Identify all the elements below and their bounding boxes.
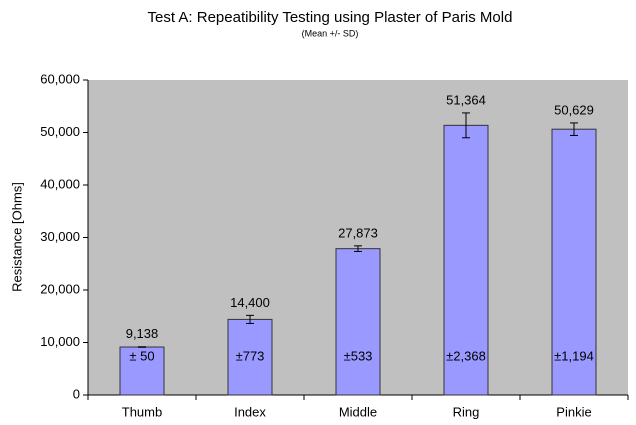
value-label: 14,400 (230, 295, 270, 310)
y-tick-label: 10,000 (40, 334, 80, 349)
error-label: ±2,368 (446, 348, 486, 363)
bar (227, 318, 273, 396)
y-tick-label: 60,000 (40, 71, 80, 86)
bar (335, 248, 381, 396)
value-label: 50,629 (554, 102, 594, 117)
value-label: 51,364 (446, 92, 486, 107)
x-tick-label: Ring (453, 404, 480, 419)
x-tick-label: Pinkie (556, 404, 591, 419)
bar (443, 124, 489, 396)
y-tick-label: 20,000 (40, 281, 80, 296)
y-tick-label: 50,000 (40, 124, 80, 139)
chart-subtitle: (Mean +/- SD) (302, 28, 359, 38)
x-tick-label: Index (234, 404, 266, 419)
value-label: 9,138 (126, 326, 159, 341)
value-label: 27,873 (338, 225, 378, 240)
error-label: ± 50 (129, 348, 154, 363)
y-tick-label: 40,000 (40, 176, 80, 191)
x-tick-label: Thumb (122, 404, 162, 419)
chart-title: Test A: Repeatibility Testing using Plas… (148, 9, 513, 26)
x-tick-label: Middle (339, 404, 377, 419)
y-tick-label: 0 (73, 386, 80, 401)
error-label: ±533 (344, 348, 373, 363)
error-label: ±1,194 (554, 348, 594, 363)
error-label: ±773 (236, 348, 265, 363)
y-tick-label: 30,000 (40, 229, 80, 244)
y-axis-label: Resistance [Ohms] (9, 182, 24, 292)
